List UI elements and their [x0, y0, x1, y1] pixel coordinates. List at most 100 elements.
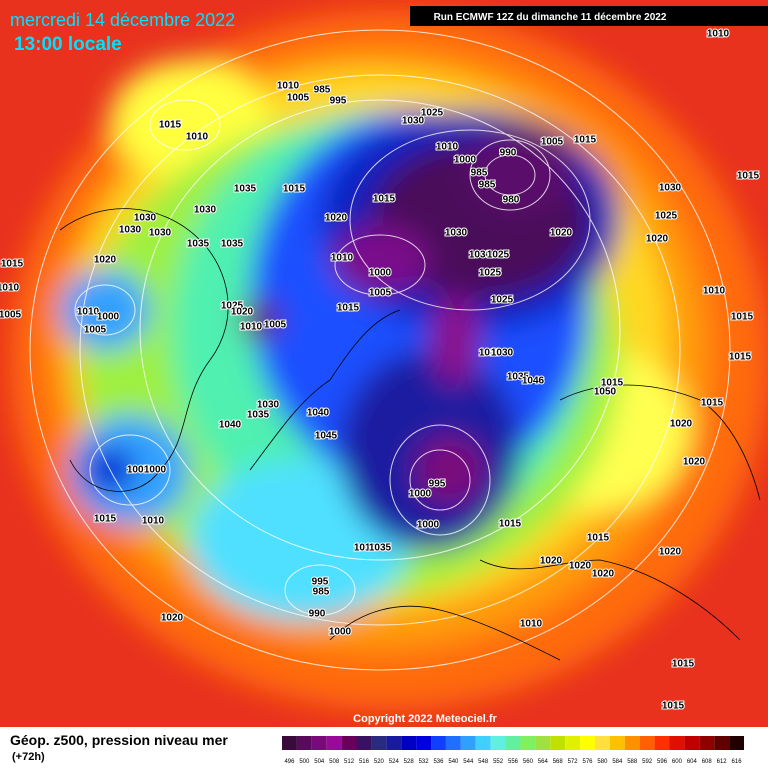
isobar-label: 1010 [277, 81, 300, 92]
legend-label: 560 [523, 759, 534, 765]
legend-swatch [580, 736, 595, 750]
isobar-label: 1020 [646, 234, 669, 245]
legend-swatch [699, 736, 715, 750]
legend-label: 508 [329, 759, 340, 765]
isobar-label: 1035 [369, 543, 392, 554]
isobar-label: 1045 [315, 431, 338, 442]
legend-label: 572 [568, 759, 579, 765]
legend-swatch [282, 736, 297, 750]
isobar-label: 1015 [499, 519, 522, 530]
legend-swatch [460, 736, 476, 750]
isobar-label: 985 [313, 587, 330, 598]
isobar-label: 1035 [221, 239, 244, 250]
legend-swatch [371, 736, 387, 750]
legend-swatch [729, 736, 744, 750]
isobar-label: 1015 [1, 259, 24, 270]
legend-swatch [624, 736, 640, 750]
legend-swatch [326, 736, 342, 750]
legend-label: 528 [404, 759, 415, 765]
legend-swatch [311, 736, 327, 750]
legend-label: 552 [493, 759, 504, 765]
isobar-label: 1015 [672, 659, 695, 670]
isobar-label: 1035 [247, 410, 270, 421]
footer-lead: (+72h) [12, 751, 45, 763]
legend-label: 512 [344, 759, 355, 765]
isobar-label: 1000 [97, 312, 120, 323]
isobar-label: 990 [500, 148, 517, 159]
isobar-label: 995 [330, 96, 347, 107]
legend-label: 588 [627, 759, 638, 765]
legend-swatch [341, 736, 357, 750]
isobar-label: 1010 [479, 348, 502, 359]
isobar-label: 1025 [655, 211, 678, 222]
isobar-label: 1020 [161, 613, 184, 624]
isobar-label: 1020 [540, 556, 563, 567]
isobar-label: 985 [471, 168, 488, 179]
legend-label: 564 [538, 759, 549, 765]
isobar-label: 1020 [94, 255, 117, 266]
isobar-label: 1020 [569, 561, 592, 572]
isobar-label: 1030 [659, 183, 682, 194]
isobar-label: 995 [429, 479, 446, 490]
isobar-label: 1030 [491, 348, 514, 359]
isobar-label: 995 [312, 577, 329, 588]
isobar-label: 1015 [701, 398, 724, 409]
isobar-label: 1040 [219, 420, 242, 431]
legend-swatch [565, 736, 581, 750]
isobar-label: 1015 [587, 533, 610, 544]
legend-swatch [520, 736, 536, 750]
legend-swatch [594, 736, 610, 750]
isobar-label: 1025 [491, 295, 514, 306]
isobar-label: 1010 [354, 543, 377, 554]
legend-swatch [535, 736, 551, 750]
legend-swatch [654, 736, 670, 750]
legend-label: 568 [553, 759, 564, 765]
isobar-label: 1035 [234, 184, 257, 195]
date-title: mercredi 14 décembre 2022 [10, 10, 235, 30]
isobar-label: 1000 [417, 520, 440, 531]
legend-label: 500 [299, 759, 310, 765]
isobar-label: 1030 [402, 116, 425, 127]
legend-swatch [490, 736, 506, 750]
legend-swatch [416, 736, 432, 750]
legend-label: 496 [284, 759, 295, 765]
isobar-label: 1010 [331, 253, 354, 264]
run-box [410, 6, 768, 26]
isobar-label: 1025 [221, 301, 244, 312]
isobar-label: 1025 [487, 250, 510, 261]
isobar-label: 1010 [77, 307, 100, 318]
isobar-label: 1035 [187, 239, 210, 250]
color-legend: 496 500 504 508 512 516 520 524 528 532 536 540 544 5… [282, 736, 744, 765]
isobar-label: 1010 [707, 29, 730, 40]
isobar-label: 980 [503, 195, 520, 206]
isobar-label: 1005 [287, 93, 310, 104]
isobar-label: 990 [309, 609, 326, 620]
legend-label: 532 [419, 759, 430, 765]
isobar-label: 1000 [329, 627, 352, 638]
isobar-label: 1030 [469, 250, 492, 261]
isobar-label: 1020 [550, 228, 573, 239]
isobar-label: 1005 [264, 320, 287, 331]
isobar-label: 1015 [574, 135, 597, 146]
isobar-label: 985 [314, 85, 331, 96]
isobar-label: 1015 [159, 120, 182, 131]
isobar-label: 1030 [445, 228, 468, 239]
isobar-label: 1010 [240, 322, 263, 333]
legend-swatch [714, 736, 730, 750]
isobar-label: 1010 [186, 132, 209, 143]
legend-label: 504 [314, 759, 325, 765]
legend-swatch [475, 736, 491, 750]
isobar-label: 1015 [601, 378, 624, 389]
legend-swatch [356, 736, 372, 750]
legend-label: 612 [717, 759, 728, 765]
isobar-label: 1010 [436, 142, 459, 153]
legend-label: 540 [448, 759, 459, 765]
isobar-label: 1015 [337, 303, 360, 314]
legend-label: 616 [732, 759, 743, 765]
legend-label: 576 [583, 759, 594, 765]
isobar-label: 1020 [670, 419, 693, 430]
isobar-label: 1050 [594, 387, 617, 398]
isobar-label: 1015 [373, 194, 396, 205]
legend-label: 520 [374, 759, 385, 765]
